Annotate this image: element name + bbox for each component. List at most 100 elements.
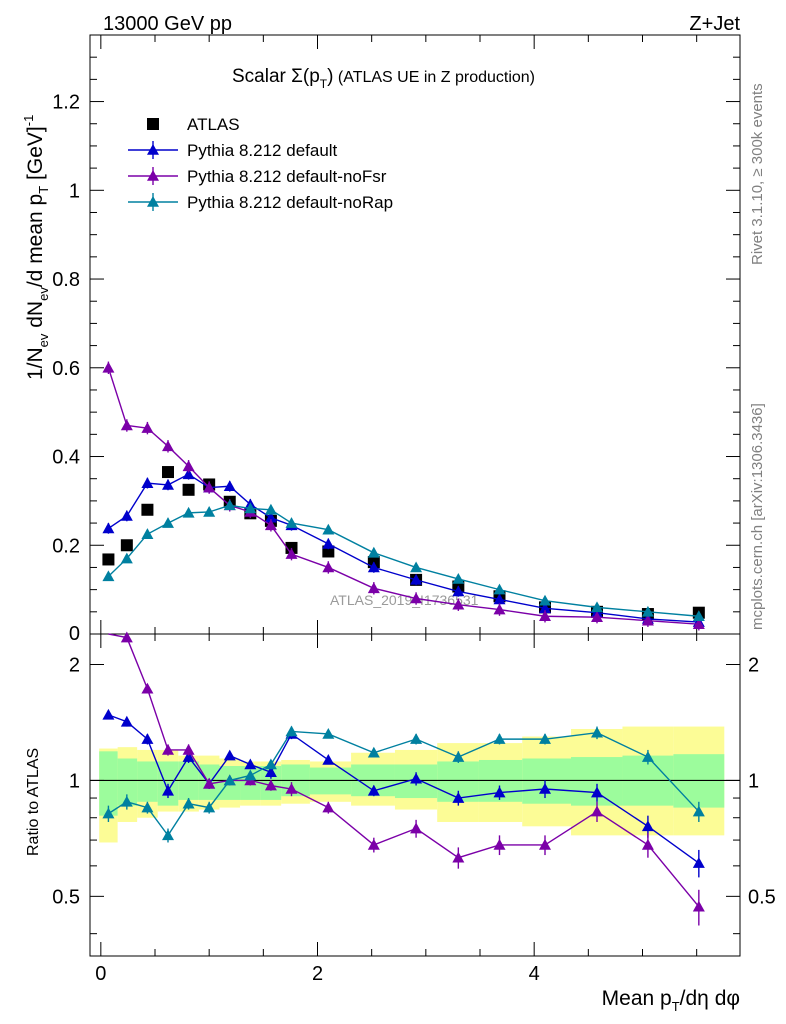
noFsr-ratio-point bbox=[493, 838, 506, 850]
noFsr-point bbox=[141, 422, 154, 433]
main-series bbox=[102, 361, 705, 631]
noRap-ratio-point bbox=[264, 758, 277, 770]
noFsr-ratio-point bbox=[162, 743, 174, 755]
y-tick-label: 0.4 bbox=[52, 447, 80, 469]
noFsr-point bbox=[120, 419, 133, 431]
noRap-ratio-point bbox=[162, 829, 174, 841]
default-ratio-point bbox=[410, 772, 423, 784]
default-ratio-point bbox=[102, 708, 115, 720]
default-ratio-point bbox=[264, 766, 277, 778]
band-inner-bin bbox=[157, 761, 179, 806]
legend-marker-default bbox=[147, 144, 159, 155]
ratio-series bbox=[102, 631, 705, 926]
noRap-point bbox=[120, 552, 133, 564]
noRap-ratio-point bbox=[641, 751, 654, 762]
noFsr-ratio-point bbox=[120, 631, 133, 643]
noFsr-ratio-point bbox=[539, 838, 551, 850]
noRap-point bbox=[141, 528, 154, 539]
noRap-ratio-point bbox=[203, 801, 216, 813]
x-tick-label: 2 bbox=[312, 963, 323, 985]
default-ratio-point bbox=[223, 749, 236, 761]
header-left: 13000 GeV pp bbox=[103, 13, 232, 35]
noRap-point bbox=[162, 517, 174, 528]
default-point bbox=[182, 468, 195, 480]
noRap-ratio-point bbox=[102, 807, 115, 819]
rivet-label: Rivet 3.1.10, ≥ 300k events bbox=[749, 83, 766, 265]
noFsr-point bbox=[162, 440, 174, 452]
noFsr-ratio-point bbox=[182, 743, 195, 755]
noRap-ratio-point bbox=[367, 746, 380, 758]
ratio-tick-label-right: 0.5 bbox=[748, 886, 776, 908]
ratio-tick-label: 1 bbox=[69, 770, 80, 792]
default-point bbox=[223, 480, 236, 492]
noRap-point bbox=[322, 523, 335, 535]
default-ratio-point bbox=[141, 733, 154, 744]
noFsr-point bbox=[452, 598, 465, 610]
y-axis-label-main: 1/Nev dNev/d mean pT [GeV]-1 bbox=[21, 115, 51, 380]
noRap-point bbox=[410, 561, 423, 573]
default-ratio-point bbox=[692, 857, 705, 868]
noFsr-ratio-point bbox=[322, 801, 335, 813]
noRap-ratio-point bbox=[692, 805, 705, 817]
noFsr-point bbox=[264, 519, 277, 531]
y-tick-label: 1.2 bbox=[52, 92, 80, 114]
noRap-point bbox=[493, 583, 506, 595]
noFsr-ratio-point bbox=[692, 900, 705, 912]
ratio-tick-label-right: 2 bbox=[748, 654, 759, 676]
ratio-tick-label: 0.5 bbox=[52, 886, 80, 908]
noRap-ratio-point bbox=[539, 733, 551, 744]
plot-title-sub: T bbox=[320, 77, 328, 91]
noRap-point bbox=[264, 503, 277, 515]
noFsr-point bbox=[591, 611, 603, 622]
default-ratio-point bbox=[367, 784, 380, 796]
noFsr-ratio-point bbox=[203, 777, 216, 789]
noRap-point bbox=[102, 570, 115, 582]
noRap-point bbox=[367, 546, 380, 558]
noRap-point bbox=[452, 572, 465, 584]
legend-marker-noFsr bbox=[147, 170, 159, 181]
default-point bbox=[264, 511, 277, 523]
y-tick-label: 0 bbox=[69, 623, 80, 645]
noRap-ratio-point bbox=[410, 733, 423, 744]
default-point bbox=[410, 573, 423, 585]
noRap-ratio-point bbox=[182, 797, 195, 809]
band-inner-bin bbox=[99, 751, 118, 816]
default-ratio-point bbox=[539, 782, 551, 794]
mcplots-label: mcplots.cern.ch [arXiv:1306.3436] bbox=[749, 403, 766, 630]
noFsr-point bbox=[539, 610, 551, 622]
noFsr-ratio-point bbox=[264, 779, 277, 791]
default-point bbox=[367, 561, 380, 573]
legend-label-default: Pythia 8.212 default bbox=[187, 141, 338, 160]
noFsr-point bbox=[641, 614, 654, 626]
default-point bbox=[102, 522, 115, 534]
default-ratio-point bbox=[452, 792, 465, 803]
atlas-point bbox=[102, 553, 115, 566]
noRap-point bbox=[539, 594, 551, 606]
noRap-point bbox=[591, 601, 603, 613]
band-inner-bin bbox=[137, 761, 158, 802]
default-point bbox=[141, 477, 154, 488]
noRap-ratio-point bbox=[452, 751, 465, 762]
noRap-point bbox=[182, 506, 195, 518]
noFsr-point bbox=[203, 481, 216, 493]
noFsr-point bbox=[102, 361, 115, 373]
noRap-point bbox=[223, 499, 236, 511]
legend-label-noRap: Pythia 8.212 default-noRap bbox=[187, 193, 393, 212]
default-point bbox=[322, 537, 335, 549]
noRap-ratio-point bbox=[223, 774, 236, 786]
default-ratio-point bbox=[641, 820, 654, 832]
x-tick-label: 4 bbox=[529, 963, 540, 985]
noFsr-ratio-point bbox=[285, 782, 298, 794]
noRap-point bbox=[244, 502, 257, 514]
noRap-ratio-point bbox=[493, 733, 506, 744]
default-ratio-point bbox=[244, 758, 257, 770]
noRap-ratio-point bbox=[591, 726, 603, 738]
default-ratio-point bbox=[591, 786, 603, 798]
default-point bbox=[493, 593, 506, 605]
default-ratio-point bbox=[162, 784, 174, 796]
legend-label-noFsr: Pythia 8.212 default-noFsr bbox=[187, 167, 387, 186]
noFsr-ratio-point bbox=[410, 822, 423, 834]
default-point bbox=[162, 478, 174, 490]
legend-label-atlas: ATLAS bbox=[187, 115, 240, 134]
